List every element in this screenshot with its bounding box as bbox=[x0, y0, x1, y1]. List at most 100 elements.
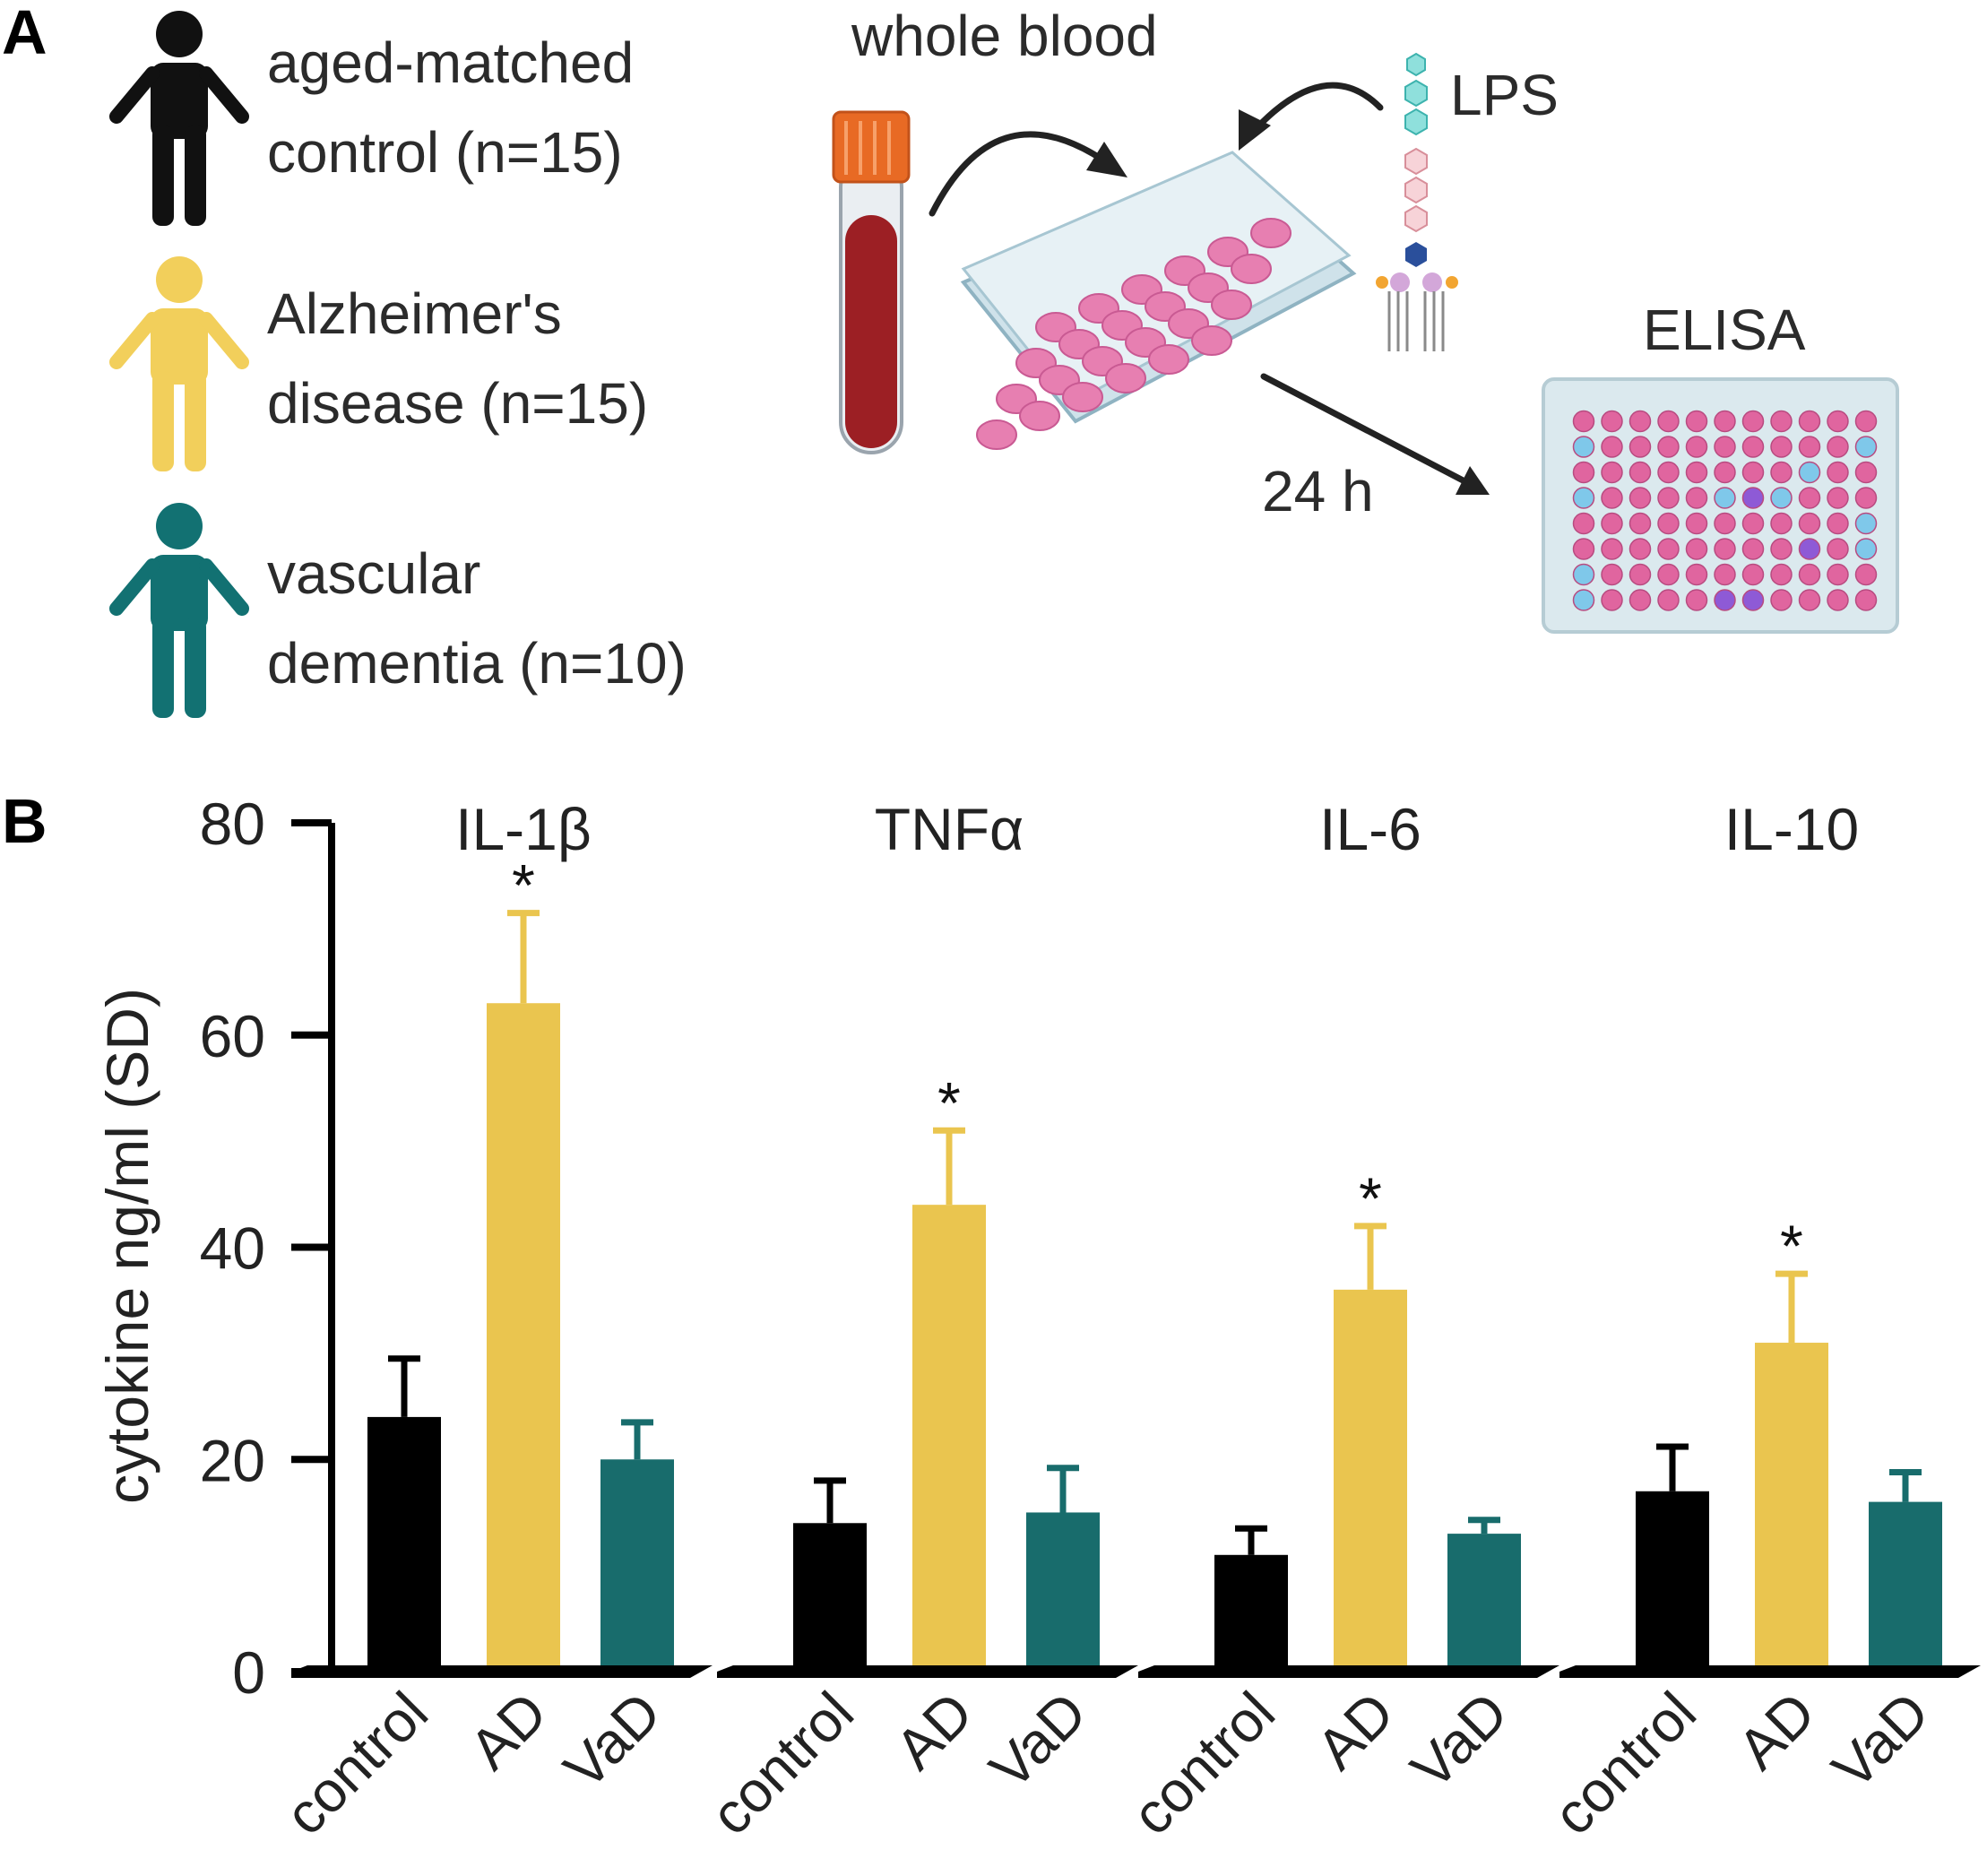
cytokine-bar-chart: 80 60 40 20 0 cytokine ng/ml (SD) IL-1β control… bbox=[94, 791, 1981, 1847]
bar bbox=[1214, 1554, 1288, 1665]
elisa-well bbox=[1714, 538, 1736, 560]
elisa-well bbox=[1827, 512, 1849, 535]
category-label: control bbox=[272, 1680, 440, 1847]
elisa-well bbox=[1572, 512, 1595, 535]
elisa-well bbox=[1714, 436, 1736, 458]
x-axis-baseline bbox=[291, 1665, 713, 1678]
bar bbox=[600, 1459, 674, 1665]
elisa-well bbox=[1854, 487, 1878, 509]
elisa-well bbox=[1685, 563, 1708, 586]
category-label: control bbox=[1119, 1680, 1287, 1847]
panel-b-letter: B bbox=[2, 786, 48, 856]
elisa-well bbox=[1657, 563, 1680, 586]
elisa-well bbox=[1572, 410, 1595, 433]
elisa-well bbox=[1601, 487, 1623, 509]
elisa-well bbox=[1657, 589, 1680, 611]
lps-label: LPS bbox=[1450, 63, 1559, 127]
arrowhead-icon bbox=[1086, 109, 1490, 495]
elisa-well bbox=[1770, 563, 1793, 586]
time-label: 24 h bbox=[1262, 459, 1374, 523]
category-label: VaD bbox=[1819, 1680, 1941, 1802]
plate-well bbox=[1211, 290, 1252, 320]
elisa-well bbox=[1770, 461, 1793, 484]
whole-blood-label: whole blood bbox=[851, 4, 1158, 68]
elisa-well bbox=[1827, 436, 1849, 458]
elisa-well bbox=[1657, 512, 1680, 535]
control-label-line1: aged-matched bbox=[267, 30, 634, 95]
elisa-well bbox=[1827, 410, 1849, 433]
blood-tube-icon bbox=[832, 110, 911, 454]
lps-molecule-icon bbox=[1376, 52, 1458, 351]
bar bbox=[912, 1205, 986, 1665]
bar bbox=[1869, 1501, 1942, 1665]
elisa-well bbox=[1657, 487, 1680, 509]
plate-well bbox=[1105, 363, 1146, 393]
elisa-well bbox=[1601, 538, 1623, 560]
significance-marker: * bbox=[1780, 1213, 1803, 1279]
alzheimers-label-line1: Alzheimer's bbox=[267, 281, 562, 346]
elisa-well bbox=[1770, 512, 1793, 535]
panel-title: TNFα bbox=[875, 796, 1024, 862]
control-label-line2: control (n=15) bbox=[267, 120, 623, 185]
elisa-well bbox=[1741, 436, 1765, 458]
y-tick-label: 60 bbox=[200, 1003, 265, 1069]
well-plate-icon bbox=[960, 151, 1357, 450]
elisa-well bbox=[1685, 410, 1708, 433]
category-label: VaD bbox=[1398, 1680, 1520, 1802]
category-label: control bbox=[1541, 1680, 1708, 1847]
panel-a-letter: A bbox=[2, 0, 48, 67]
category-label: AD bbox=[883, 1680, 985, 1782]
elisa-well bbox=[1601, 436, 1623, 458]
elisa-well bbox=[1714, 589, 1736, 611]
elisa-well bbox=[1685, 589, 1708, 611]
elisa-well bbox=[1601, 410, 1623, 433]
elisa-well bbox=[1628, 589, 1652, 611]
significance-marker: * bbox=[512, 852, 535, 919]
elisa-well bbox=[1572, 538, 1595, 560]
plate-well bbox=[1231, 254, 1272, 284]
panel-title: IL-1β bbox=[455, 796, 592, 862]
category-label: VaD bbox=[977, 1680, 1099, 1802]
elisa-well bbox=[1798, 410, 1821, 433]
alzheimers-label-line2: disease (n=15) bbox=[267, 371, 648, 436]
elisa-plate-icon bbox=[1542, 377, 1899, 634]
vascular-person-icon bbox=[109, 503, 249, 718]
elisa-well bbox=[1628, 538, 1652, 560]
elisa-well bbox=[1657, 436, 1680, 458]
elisa-well bbox=[1572, 589, 1595, 611]
elisa-well bbox=[1770, 589, 1793, 611]
elisa-well bbox=[1601, 563, 1623, 586]
elisa-well bbox=[1628, 410, 1652, 433]
bar bbox=[487, 1003, 560, 1665]
bar bbox=[367, 1416, 441, 1665]
elisa-well bbox=[1770, 538, 1793, 560]
elisa-well bbox=[1854, 563, 1878, 586]
significance-marker: * bbox=[937, 1069, 961, 1136]
elisa-well bbox=[1572, 461, 1595, 484]
elisa-well bbox=[1601, 461, 1623, 484]
x-axis-baseline bbox=[1559, 1665, 1981, 1678]
elisa-well bbox=[1601, 589, 1623, 611]
elisa-well bbox=[1827, 461, 1849, 484]
plate-well bbox=[1148, 344, 1189, 375]
plate-well bbox=[1250, 218, 1292, 248]
elisa-well bbox=[1770, 487, 1793, 509]
elisa-wells bbox=[1572, 410, 1878, 611]
panel-title: IL-6 bbox=[1319, 796, 1421, 862]
bar bbox=[1334, 1289, 1407, 1665]
elisa-well bbox=[1572, 436, 1595, 458]
elisa-well bbox=[1714, 487, 1736, 509]
elisa-well bbox=[1714, 512, 1736, 535]
panel-a: A aged-matched control ( bbox=[2, 0, 1899, 718]
elisa-well bbox=[1685, 512, 1708, 535]
elisa-well bbox=[1741, 589, 1765, 611]
elisa-well bbox=[1798, 538, 1821, 560]
elisa-well bbox=[1798, 589, 1821, 611]
plate-well bbox=[1019, 401, 1060, 431]
elisa-well bbox=[1685, 538, 1708, 560]
